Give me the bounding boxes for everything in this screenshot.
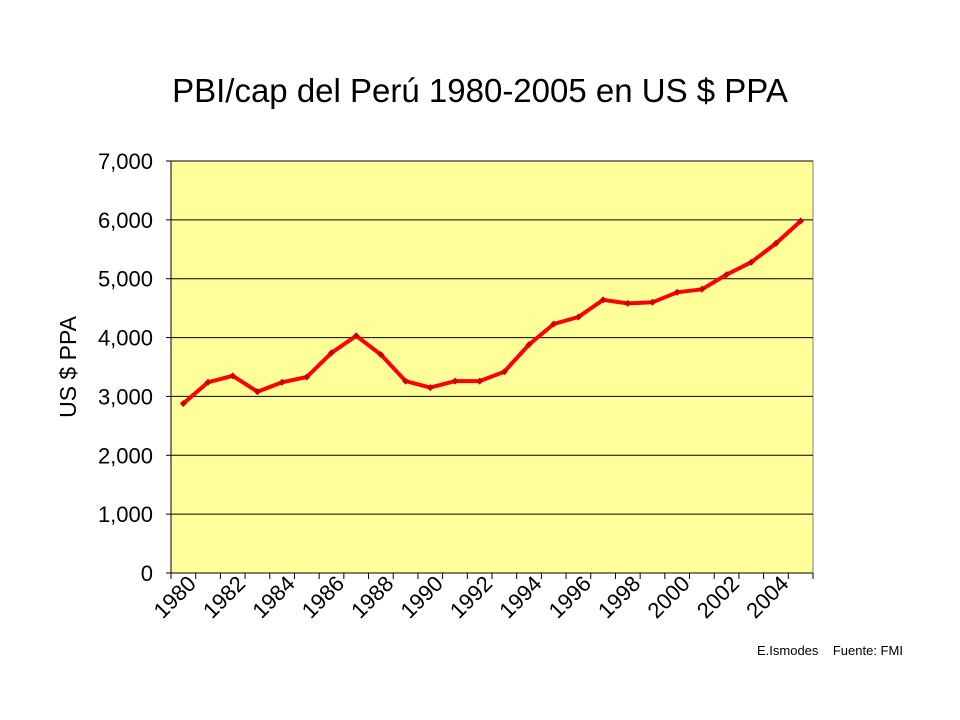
data-point	[550, 320, 558, 328]
x-tick-label: 1986	[297, 571, 349, 623]
data-point	[426, 384, 434, 392]
data-point	[451, 377, 459, 385]
x-tick-label: 1980	[149, 571, 201, 623]
data-point	[476, 377, 484, 385]
x-axis: 1980198219841986198819901992199419961998…	[149, 571, 814, 623]
y-tick-label: 3,000	[98, 384, 153, 409]
series-layer	[179, 217, 805, 407]
y-axis: 0 1,000 2,000 3,000 4,000 5,000 6,000 7,000	[98, 149, 172, 586]
data-point	[500, 368, 508, 376]
data-point	[525, 341, 533, 349]
data-point	[747, 258, 755, 266]
x-tick-label: 1998	[593, 571, 645, 623]
x-tick-label: 2000	[642, 571, 694, 623]
x-tick-label: 1996	[544, 571, 596, 623]
data-point	[352, 332, 360, 340]
data-point	[204, 378, 212, 386]
data-point	[723, 271, 731, 279]
x-tick-label: 2002	[692, 571, 744, 623]
data-point	[229, 372, 237, 380]
y-tick-label: 0	[141, 561, 153, 586]
data-point	[673, 288, 681, 296]
data-point	[402, 377, 410, 385]
data-point	[599, 296, 607, 304]
x-tick-label: 1990	[396, 571, 448, 623]
data-point	[179, 399, 187, 407]
x-tick-label: 1984	[247, 571, 299, 623]
chart-title: PBI/cap del Perú 1980-2005 en US $ PPA	[172, 72, 788, 109]
y-tick-label: 1,000	[98, 502, 153, 527]
series-line	[181, 219, 803, 406]
data-point	[772, 239, 780, 247]
credits: E.Ismodes Fuente: FMI	[757, 643, 903, 658]
data-point	[377, 351, 385, 359]
y-tick-label: 7,000	[98, 149, 153, 174]
y-tick-label: 5,000	[98, 267, 153, 292]
y-tick-label: 6,000	[98, 208, 153, 233]
data-point	[698, 285, 706, 293]
y-tick-label: 4,000	[98, 326, 153, 351]
data-point	[278, 378, 286, 386]
x-tick-label: 2004	[741, 571, 793, 623]
data-point	[253, 388, 261, 396]
data-point	[797, 217, 805, 225]
x-tick-label: 1982	[198, 571, 250, 623]
data-point	[303, 373, 311, 381]
data-point	[574, 313, 582, 321]
data-point	[624, 299, 632, 307]
plot-area	[170, 160, 814, 574]
data-point	[649, 298, 656, 306]
y-tick-label: 2,000	[98, 443, 153, 468]
x-tick-label: 1994	[494, 571, 546, 623]
data-point	[328, 349, 335, 357]
y-axis-label: US $ PPA	[55, 315, 81, 417]
grid-lines	[171, 160, 813, 515]
x-tick-label: 1988	[346, 571, 398, 623]
x-tick-label: 1992	[445, 571, 497, 623]
